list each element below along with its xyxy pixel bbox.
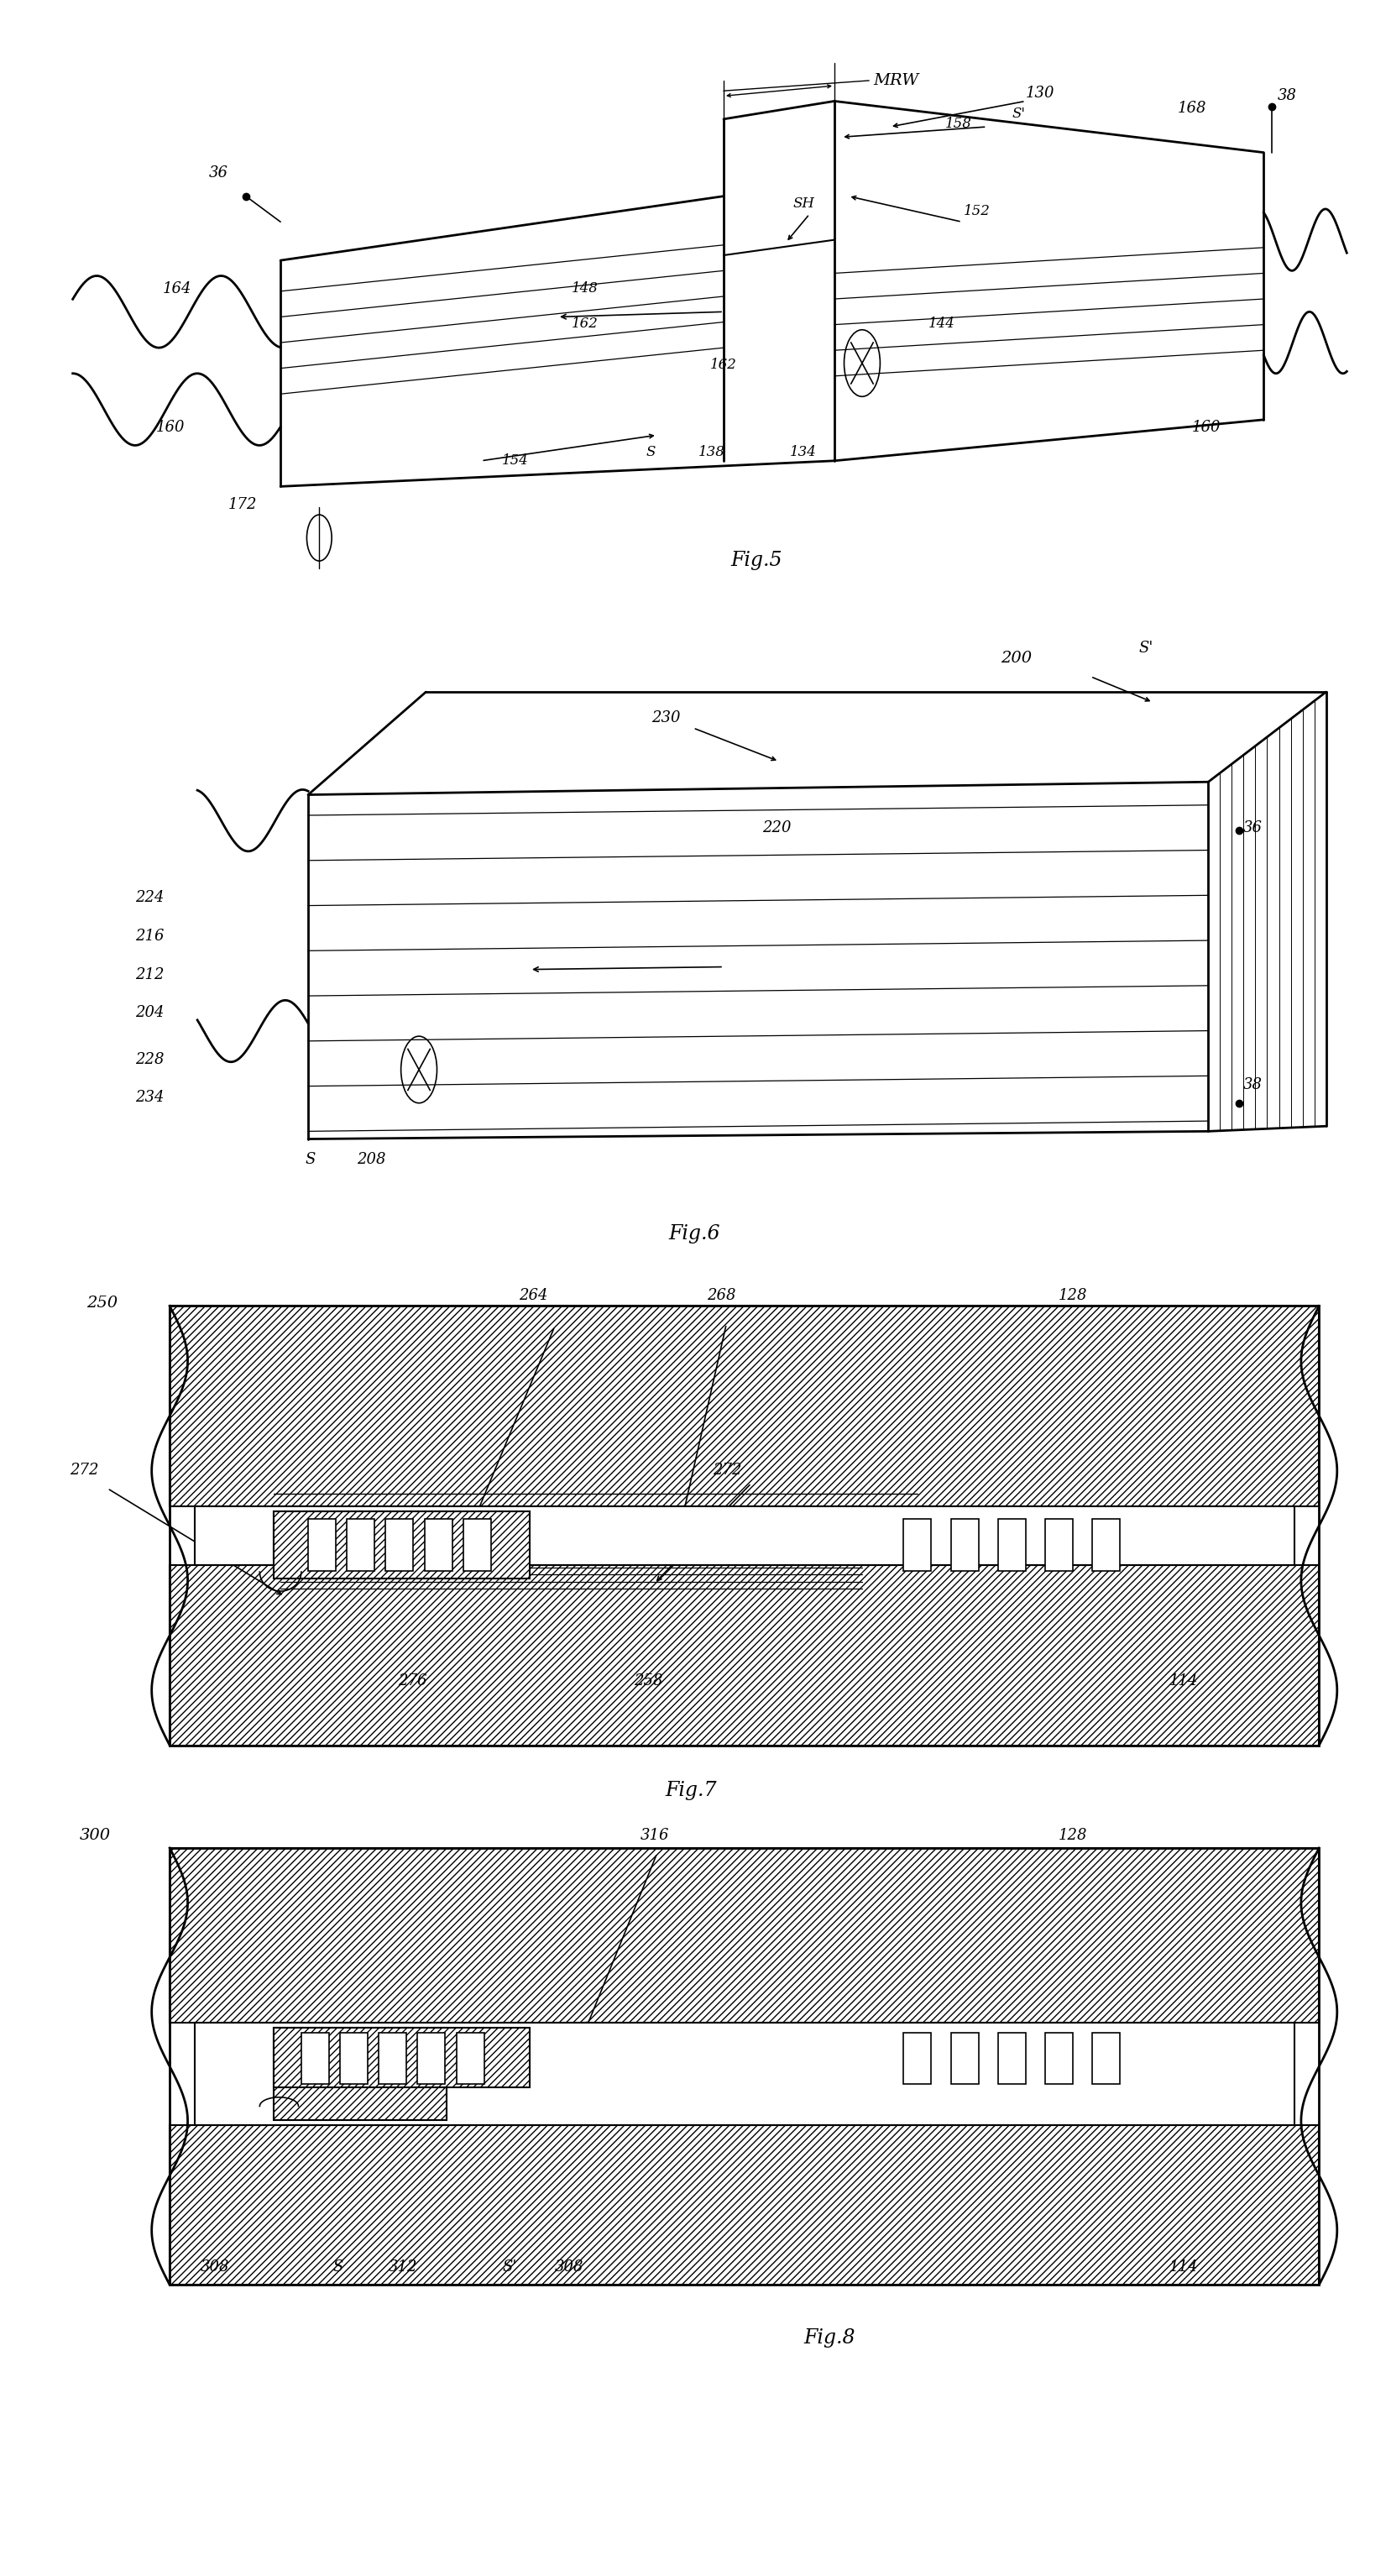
Bar — [274, 1512, 530, 1579]
Text: 160: 160 — [1191, 420, 1220, 435]
Text: S: S — [645, 446, 655, 459]
Text: 152: 152 — [963, 204, 989, 219]
Text: 230: 230 — [651, 711, 680, 724]
Bar — [1092, 2032, 1118, 2084]
Text: 276: 276 — [398, 1674, 427, 1687]
Text: 162: 162 — [570, 317, 598, 332]
Text: 250: 250 — [86, 1296, 118, 1311]
Text: 114: 114 — [1168, 1674, 1198, 1687]
Text: Fig.7: Fig.7 — [665, 1780, 716, 1801]
Text: 154: 154 — [502, 453, 529, 466]
Text: 228: 228 — [135, 1051, 164, 1066]
Text: 158: 158 — [944, 116, 971, 131]
Bar — [417, 2032, 445, 2084]
Text: 204: 204 — [135, 1005, 164, 1020]
Text: Fig.6: Fig.6 — [668, 1224, 719, 1244]
Text: MRW: MRW — [872, 72, 918, 88]
Bar — [346, 1520, 374, 1571]
Text: 272: 272 — [712, 1463, 741, 1479]
Text: 38: 38 — [1277, 88, 1296, 103]
Bar — [170, 1306, 1319, 1747]
Text: 160: 160 — [156, 420, 185, 435]
Bar — [903, 2032, 931, 2084]
Text: 234: 234 — [135, 1090, 164, 1105]
Text: 148: 148 — [570, 281, 598, 296]
Text: Fig.5: Fig.5 — [730, 551, 782, 569]
Text: 164: 164 — [163, 281, 192, 296]
Text: 268: 268 — [707, 1288, 736, 1303]
Text: 216: 216 — [135, 927, 164, 943]
Bar — [170, 2125, 1319, 2285]
Text: 258: 258 — [633, 1674, 662, 1687]
Bar — [456, 2032, 484, 2084]
Bar — [195, 2022, 1294, 2125]
Bar — [274, 2027, 530, 2087]
Text: 300: 300 — [79, 1826, 111, 1842]
Text: 168: 168 — [1177, 100, 1206, 116]
Text: 200: 200 — [1000, 652, 1031, 667]
Text: 128: 128 — [1059, 1288, 1086, 1303]
Text: SH: SH — [793, 196, 814, 211]
Bar — [463, 1520, 491, 1571]
Text: 36: 36 — [209, 165, 228, 180]
Bar — [903, 1520, 931, 1571]
Bar — [170, 1566, 1319, 1747]
Text: 272: 272 — [70, 1463, 99, 1479]
Text: 224: 224 — [135, 889, 164, 904]
Text: S': S' — [1138, 641, 1153, 657]
Text: 308: 308 — [555, 2259, 583, 2275]
Bar — [274, 2027, 447, 2120]
Text: 220: 220 — [762, 819, 791, 835]
Bar — [1045, 2032, 1072, 2084]
Bar — [170, 1847, 1319, 2285]
Text: 144: 144 — [928, 317, 954, 332]
Text: 212: 212 — [135, 966, 164, 981]
Text: 162: 162 — [709, 358, 736, 374]
Text: 312: 312 — [388, 2259, 417, 2275]
Text: 38: 38 — [1242, 1077, 1262, 1092]
Bar — [307, 1520, 335, 1571]
Text: 36: 36 — [1242, 819, 1262, 835]
Text: 130: 130 — [1025, 85, 1054, 100]
Bar — [300, 2032, 328, 2084]
Bar — [950, 2032, 978, 2084]
Text: S': S' — [502, 2259, 516, 2275]
Bar — [195, 1507, 1294, 1566]
Bar — [1045, 1520, 1072, 1571]
Bar — [274, 1512, 447, 1561]
Bar — [950, 1520, 978, 1571]
Bar — [170, 1847, 1319, 2022]
Text: 172: 172 — [228, 497, 257, 513]
Text: 128: 128 — [1059, 1826, 1086, 1842]
Bar — [378, 2032, 406, 2084]
Bar — [424, 1520, 452, 1571]
Text: Fig.8: Fig.8 — [804, 2329, 855, 2347]
Text: S: S — [332, 2259, 344, 2275]
Text: 264: 264 — [519, 1288, 547, 1303]
Text: 134: 134 — [790, 446, 817, 459]
Text: S: S — [305, 1151, 316, 1167]
Text: 138: 138 — [698, 446, 725, 459]
Text: 316: 316 — [640, 1826, 669, 1842]
Bar — [997, 1520, 1025, 1571]
Bar — [170, 1306, 1319, 1507]
Text: 208: 208 — [356, 1151, 385, 1167]
Text: S': S' — [1011, 106, 1025, 121]
Bar — [339, 2032, 367, 2084]
Bar — [1092, 1520, 1118, 1571]
Bar — [997, 2032, 1025, 2084]
Text: 308: 308 — [200, 2259, 230, 2275]
Bar — [385, 1520, 413, 1571]
Text: 114: 114 — [1168, 2259, 1198, 2275]
